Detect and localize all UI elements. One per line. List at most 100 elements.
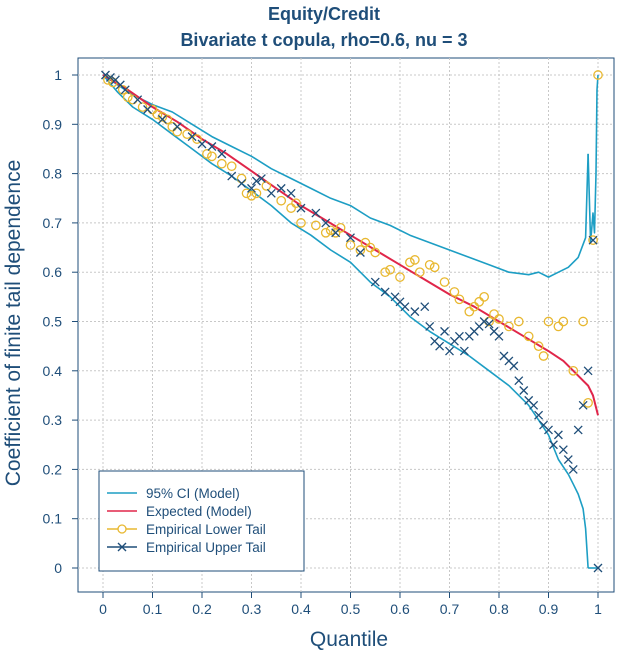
lower-tail-point [291, 198, 301, 209]
lower-tail-point [310, 220, 321, 231]
upper-tail-point [187, 132, 197, 142]
upper-tail-point [237, 179, 247, 188]
upper-tail-point [101, 70, 110, 80]
upper-tail-point [346, 233, 355, 243]
lower-tail-point [365, 242, 376, 253]
upper-tail-point [197, 139, 207, 149]
lower-tail-point [157, 112, 168, 122]
lower-tail-point [370, 247, 381, 258]
legend-label-95-ci-model: 95% CI (Model) [146, 486, 240, 501]
y-tick-label: 0.9 [43, 116, 63, 132]
lower-tail-point [464, 306, 475, 317]
lower-tail-point [439, 277, 450, 287]
y-axis: 0 0.1 0.2 0.3 0.4 0.5 0.6 0.7 0.8 0.9 1 [43, 67, 78, 576]
lower-tail-point [494, 314, 504, 324]
lower-tail-point [533, 341, 544, 351]
upper-tail-point [143, 105, 153, 114]
lower-tail-point [449, 287, 460, 297]
series-layer [101, 70, 603, 573]
upper-tail-point [276, 183, 286, 193]
upper-tail-point [266, 188, 276, 198]
lower-tail-point [588, 235, 598, 246]
y-tick-label: 0.4 [43, 363, 63, 379]
upper-tail-point [558, 445, 568, 455]
lower-tail-point [241, 188, 252, 199]
upper-tail-point [247, 183, 256, 193]
lower-tail-point [429, 262, 440, 273]
upper-tail-point [588, 235, 598, 245]
lower-tail-point [335, 222, 346, 233]
lower-tail-point [568, 365, 579, 376]
x-tick-label: 0 [99, 601, 107, 617]
y-tick-label: 1 [54, 67, 62, 83]
lower-tail-point [207, 151, 217, 162]
lower-tail-point [202, 149, 212, 159]
x-tick-label: 0.9 [539, 601, 559, 617]
legend: 95% CI (Model) Expected (Model) Empirical … [98, 470, 305, 572]
upper-tail-point [514, 376, 524, 386]
lower-tail-point [405, 257, 415, 268]
legend-label-expected-model: Expected (Model) [146, 504, 252, 519]
x-tick-label: 0.4 [291, 601, 311, 617]
expected-model-line [102, 74, 599, 416]
x-tick-label: 0.8 [489, 601, 509, 617]
y-tick-label: 0.8 [43, 166, 63, 182]
legend-marker-empirical-upper-tail [117, 542, 127, 552]
upper-tail-point [459, 346, 469, 356]
upper-tail-point [400, 302, 410, 312]
95-ci-model-line [102, 74, 589, 569]
upper-tail-point [479, 317, 489, 326]
y-tick-label: 0.3 [43, 412, 63, 428]
x-tick-label: 0.7 [440, 601, 460, 617]
upper-tail-point [529, 400, 539, 410]
upper-tail-point [133, 95, 143, 105]
lower-tail-point [182, 129, 192, 140]
lower-tail-point [216, 158, 227, 169]
upper-tail-point [207, 142, 217, 151]
lower-tail-point [583, 397, 593, 408]
y-axis-title: Coefficient of finite tail dependence [2, 160, 25, 487]
lower-tail-point [226, 161, 237, 172]
upper-tail-point [563, 455, 573, 464]
lower-tail-point [523, 331, 534, 342]
lower-tail-point [296, 218, 306, 228]
upper-tail-point [227, 171, 237, 181]
upper-tail-point [435, 341, 445, 351]
upper-tail-point [519, 386, 529, 395]
lower-tail-point [360, 237, 371, 248]
lower-tail-point [578, 316, 589, 327]
upper-tail-point [578, 400, 588, 410]
upper-tail-point [553, 430, 563, 440]
lower-tail-point [538, 351, 549, 361]
upper-tail-point [534, 410, 544, 420]
lower-tail-point [558, 316, 569, 327]
upper-tail-point [484, 319, 494, 329]
upper-tail-point [573, 425, 583, 435]
legend-box [98, 470, 305, 572]
lower-tail-point [246, 190, 257, 201]
upper-tail-point [494, 331, 504, 341]
lower-tail-point [454, 294, 465, 305]
upper-tail-point [355, 248, 365, 257]
upper-tail-point [370, 277, 380, 287]
y-tick-label: 0.5 [43, 314, 63, 330]
lower-tail-point [325, 225, 336, 236]
y-tick-label: 0.2 [43, 461, 63, 477]
upper-tail-point [217, 149, 227, 159]
lower-tail-point [251, 188, 262, 199]
chart-subtitle: Bivariate t copula, rho=0.6, nu = 3 [180, 30, 467, 50]
lower-tail-point [553, 321, 564, 332]
upper-tail-point [583, 366, 593, 376]
lower-tail-point [513, 316, 524, 327]
x-axis: 0 0.1 0.2 0.3 0.4 0.5 0.6 0.7 0.8 0.9 1 [99, 592, 602, 617]
lower-tail-point [380, 267, 390, 278]
lower-tail-point [424, 259, 435, 270]
lower-tail-point [117, 84, 128, 95]
y-tick-label: 0.1 [43, 511, 63, 527]
upper-tail-point [286, 188, 296, 198]
lower-tail-point [474, 296, 485, 307]
upper-tail-point [256, 174, 266, 183]
x-tick-label: 0.1 [143, 601, 163, 617]
